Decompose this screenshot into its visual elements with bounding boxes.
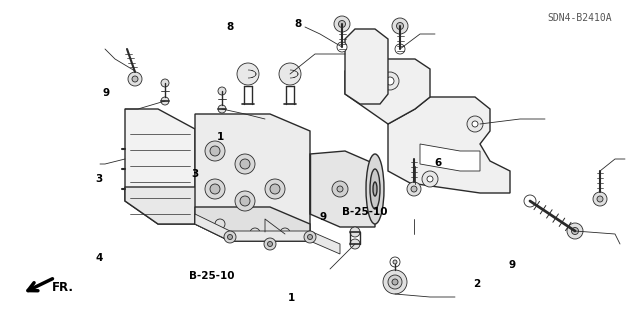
Circle shape (161, 79, 169, 87)
Text: 3: 3 (95, 174, 103, 184)
Polygon shape (195, 207, 310, 241)
Text: 9: 9 (508, 260, 516, 270)
Circle shape (472, 121, 478, 127)
Text: 9: 9 (319, 212, 327, 222)
Circle shape (397, 23, 403, 29)
Text: SDN4-B2410A: SDN4-B2410A (547, 12, 611, 23)
Circle shape (392, 279, 398, 285)
Circle shape (411, 186, 417, 192)
Circle shape (383, 270, 407, 294)
Circle shape (240, 196, 250, 206)
Polygon shape (195, 114, 310, 241)
Ellipse shape (370, 169, 380, 209)
Text: 2: 2 (473, 279, 481, 289)
Circle shape (264, 238, 276, 250)
Polygon shape (195, 214, 340, 254)
Circle shape (597, 196, 603, 202)
Circle shape (388, 275, 402, 289)
Circle shape (593, 192, 607, 206)
Circle shape (390, 257, 400, 267)
Text: 4: 4 (95, 253, 103, 263)
Polygon shape (345, 59, 430, 124)
Ellipse shape (373, 182, 377, 196)
Circle shape (467, 116, 483, 132)
Circle shape (265, 179, 285, 199)
Circle shape (280, 228, 290, 238)
Circle shape (218, 105, 226, 113)
Polygon shape (310, 151, 375, 227)
Circle shape (235, 154, 255, 174)
Circle shape (161, 97, 169, 105)
Text: 9: 9 (102, 87, 109, 98)
Circle shape (572, 227, 579, 234)
Circle shape (524, 195, 536, 207)
Circle shape (304, 231, 316, 243)
Circle shape (128, 72, 142, 86)
Circle shape (237, 63, 259, 85)
Text: 6: 6 (435, 158, 442, 168)
Circle shape (395, 44, 405, 54)
Circle shape (268, 241, 273, 247)
Text: B-25-10: B-25-10 (189, 271, 234, 281)
Polygon shape (388, 97, 510, 193)
Circle shape (205, 179, 225, 199)
Circle shape (279, 63, 301, 85)
Circle shape (307, 234, 312, 240)
Text: B-25-10: B-25-10 (342, 207, 388, 217)
Polygon shape (125, 187, 230, 224)
Text: FR.: FR. (52, 281, 74, 294)
Circle shape (337, 186, 343, 192)
Circle shape (381, 72, 399, 90)
Circle shape (337, 42, 347, 52)
Circle shape (270, 184, 280, 194)
Circle shape (332, 181, 348, 197)
Circle shape (350, 227, 360, 237)
Circle shape (386, 77, 394, 85)
Circle shape (422, 171, 438, 187)
Circle shape (407, 182, 421, 196)
Circle shape (218, 87, 226, 95)
Circle shape (334, 16, 350, 32)
Polygon shape (345, 29, 388, 104)
Ellipse shape (366, 154, 384, 224)
Circle shape (205, 141, 225, 161)
Text: 8: 8 (227, 22, 234, 32)
Polygon shape (420, 144, 480, 171)
Circle shape (350, 239, 360, 249)
Circle shape (393, 260, 397, 264)
Circle shape (392, 18, 408, 34)
Circle shape (215, 219, 225, 229)
Text: 3: 3 (191, 169, 199, 179)
Circle shape (132, 76, 138, 82)
Circle shape (240, 159, 250, 169)
Circle shape (210, 146, 220, 156)
Circle shape (567, 223, 583, 239)
Circle shape (250, 228, 260, 238)
Circle shape (224, 231, 236, 243)
Circle shape (210, 184, 220, 194)
Circle shape (227, 234, 232, 240)
Polygon shape (125, 109, 195, 224)
Text: 1: 1 (217, 132, 225, 142)
Circle shape (339, 20, 346, 27)
Text: 1: 1 (287, 293, 295, 303)
Circle shape (427, 176, 433, 182)
Text: 8: 8 (294, 19, 301, 29)
Circle shape (235, 191, 255, 211)
